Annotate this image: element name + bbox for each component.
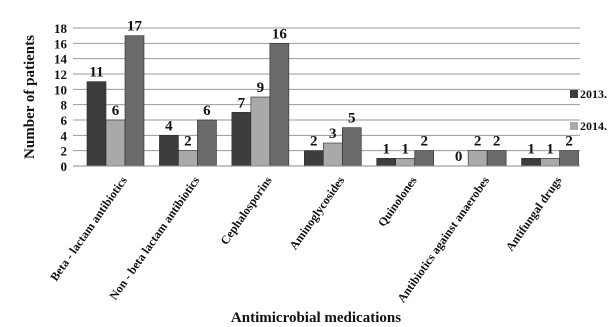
y-tick-label: 12 bbox=[54, 67, 67, 82]
bar-value-label: 1 bbox=[546, 141, 554, 157]
bar bbox=[303, 150, 324, 167]
y-tick-label: 16 bbox=[54, 36, 68, 51]
x-tick-label: Quinolones bbox=[375, 173, 420, 229]
bar-value-label: 1 bbox=[382, 141, 390, 157]
legend-swatch bbox=[570, 90, 578, 98]
x-tick-label: Antifungal drugs bbox=[503, 173, 565, 253]
bar bbox=[559, 150, 579, 167]
y-tick-label: 2 bbox=[61, 144, 68, 159]
legend-label: 2014. bbox=[580, 119, 607, 133]
bar bbox=[395, 158, 416, 167]
bar-value-label: 6 bbox=[112, 103, 120, 119]
y-tick-label: 10 bbox=[54, 82, 67, 97]
bar bbox=[467, 150, 488, 167]
y-tick-label: 8 bbox=[61, 98, 68, 113]
bar-value-label: 2 bbox=[493, 134, 501, 150]
bar-value-label: 2 bbox=[184, 134, 192, 150]
bar-value-label: 0 bbox=[455, 149, 463, 165]
y-tick-label: 4 bbox=[61, 128, 68, 143]
y-tick-label: 0 bbox=[61, 159, 68, 174]
bar bbox=[322, 142, 343, 167]
bar-value-label: 6 bbox=[203, 103, 211, 119]
bar bbox=[414, 150, 435, 167]
bar bbox=[159, 135, 179, 167]
bar-value-label: 4 bbox=[165, 118, 173, 134]
legend-swatch bbox=[570, 122, 578, 130]
x-axis-title: Antimicrobial medications bbox=[231, 310, 401, 326]
bar-value-label: 3 bbox=[329, 126, 337, 142]
bar-value-label: 2 bbox=[310, 134, 318, 150]
bar bbox=[124, 35, 145, 167]
bar bbox=[376, 158, 397, 167]
bar-value-label: 2 bbox=[420, 134, 428, 150]
x-tick-label: Beta - lactam antibiotics bbox=[47, 173, 130, 283]
y-tick-label: 6 bbox=[61, 113, 68, 128]
bar bbox=[250, 96, 271, 167]
bar-value-label: 2 bbox=[474, 134, 482, 150]
y-tick-label: 18 bbox=[54, 21, 68, 36]
x-tick-label: Aminoglycosides bbox=[286, 173, 347, 252]
bar bbox=[105, 119, 126, 167]
bar bbox=[86, 81, 107, 167]
bar-value-label: 11 bbox=[89, 65, 103, 81]
bar-value-label: 16 bbox=[272, 26, 288, 42]
bar-value-label: 1 bbox=[401, 141, 409, 157]
y-axis-title: Number of patients bbox=[22, 35, 38, 159]
bars bbox=[86, 35, 579, 167]
bar bbox=[269, 43, 290, 167]
bar bbox=[197, 119, 217, 167]
x-tick-label: Cephalosporins bbox=[217, 173, 275, 247]
legend-label: 2013. bbox=[580, 87, 607, 101]
bar bbox=[341, 127, 362, 167]
y-tick-label: 14 bbox=[54, 52, 68, 67]
bar-value-label: 9 bbox=[257, 80, 265, 96]
bar-value-label: 2 bbox=[565, 134, 573, 150]
bar bbox=[521, 158, 541, 167]
bar bbox=[231, 112, 252, 167]
bar bbox=[486, 150, 507, 167]
bar-value-label: 1 bbox=[527, 141, 535, 157]
bar-value-label: 5 bbox=[348, 111, 356, 127]
bar bbox=[540, 158, 560, 167]
grid-lines bbox=[73, 27, 580, 167]
bar bbox=[178, 150, 198, 167]
legend: 2013. 2014. bbox=[570, 87, 607, 133]
bar-value-label: 7 bbox=[238, 95, 246, 111]
bar-value-label: 17 bbox=[127, 19, 143, 35]
